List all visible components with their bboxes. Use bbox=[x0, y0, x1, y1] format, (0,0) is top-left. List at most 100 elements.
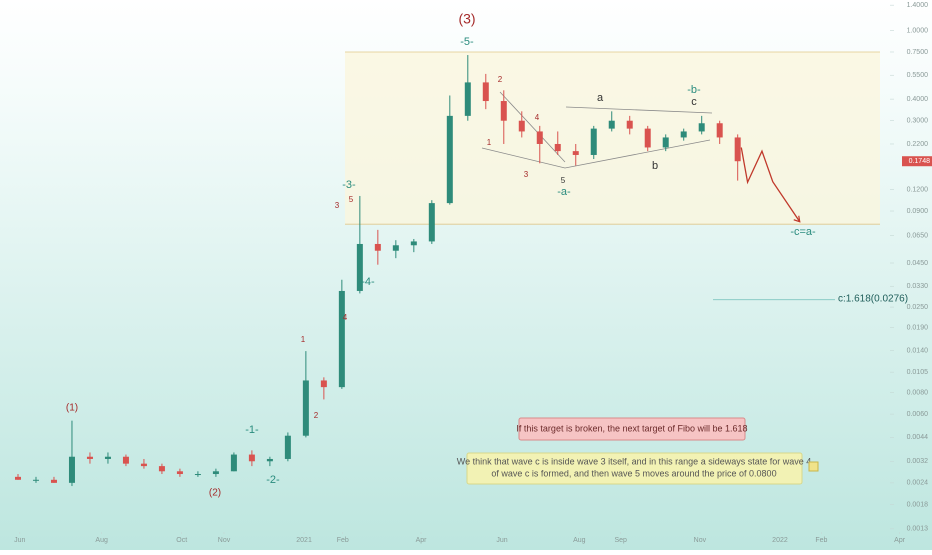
wave-label: 3 bbox=[524, 170, 529, 179]
price-label: 0.1748 bbox=[909, 158, 931, 165]
y-tick-label: 0.0024 bbox=[907, 480, 929, 487]
wave-label: 4 bbox=[343, 313, 348, 322]
note-box bbox=[466, 452, 803, 485]
note-box bbox=[518, 417, 746, 441]
trend-line bbox=[499, 91, 566, 163]
y-tick-label: 0.0900 bbox=[907, 208, 929, 215]
candle-body bbox=[356, 243, 363, 291]
y-tick-label: 0.7500 bbox=[907, 49, 929, 56]
projection-line bbox=[740, 147, 801, 223]
y-tick-label: 0.0080 bbox=[907, 389, 929, 396]
y-tick-label: 0.5500 bbox=[907, 72, 929, 79]
x-tick-label: 2021 bbox=[296, 537, 312, 544]
wave-label: 1 bbox=[301, 335, 306, 344]
x-tick-label: Sep bbox=[614, 537, 627, 544]
candle-body bbox=[698, 123, 705, 132]
y-tick-label: 0.0032 bbox=[907, 458, 929, 465]
y-tick-label: 0.0018 bbox=[907, 501, 929, 508]
candle-body bbox=[608, 120, 615, 129]
y-tick-label: 0.0650 bbox=[907, 232, 929, 239]
y-tick-label: 0.1200 bbox=[907, 186, 929, 193]
wave-label: b bbox=[652, 160, 658, 172]
candle-body bbox=[626, 120, 633, 129]
y-tick-label: 1.0000 bbox=[907, 27, 929, 34]
candle-body bbox=[320, 380, 327, 388]
candle-body bbox=[176, 471, 183, 475]
candle-body bbox=[338, 290, 345, 388]
candle-body bbox=[716, 123, 723, 138]
candle-body bbox=[500, 101, 507, 121]
x-tick-label: Aug bbox=[95, 537, 108, 544]
y-tick-label: 0.2200 bbox=[907, 141, 929, 148]
wave-label: -2- bbox=[266, 474, 280, 486]
candle-body bbox=[536, 131, 543, 144]
x-tick-label: Nov bbox=[694, 537, 707, 544]
projection-arrow bbox=[793, 215, 801, 223]
candle-body bbox=[590, 128, 597, 155]
wave-label: 3 bbox=[335, 201, 340, 210]
y-tick-label: 0.4000 bbox=[907, 96, 929, 103]
candle-body bbox=[122, 456, 129, 464]
candle-body bbox=[374, 243, 381, 251]
y-tick-label: 0.0140 bbox=[907, 347, 929, 354]
x-tick-label: 2022 bbox=[772, 537, 788, 544]
y-tick-label: 1.4000 bbox=[907, 2, 929, 9]
candle-body bbox=[194, 474, 201, 476]
x-tick-label: Oct bbox=[176, 537, 187, 544]
candle-body bbox=[158, 466, 165, 472]
x-tick-label: Feb bbox=[815, 537, 827, 544]
candle-body bbox=[248, 454, 255, 462]
fib-label: c:1.618(0.0276) bbox=[838, 294, 908, 305]
x-tick-label: Apr bbox=[416, 537, 428, 544]
wave-label: 4 bbox=[535, 113, 540, 122]
candle-body bbox=[266, 458, 273, 462]
candle-body bbox=[86, 456, 93, 459]
price-label-box bbox=[902, 156, 932, 167]
candle-body bbox=[230, 454, 237, 472]
note-text: of wave c is formed, and then wave 5 mov… bbox=[491, 468, 776, 478]
wave-label: -1- bbox=[245, 424, 259, 436]
candle-body bbox=[572, 151, 579, 155]
note-icon bbox=[808, 461, 819, 472]
x-tick-label: Apr bbox=[894, 537, 906, 544]
range-box bbox=[345, 51, 880, 225]
wave-label: -a- bbox=[557, 186, 571, 198]
candle-body bbox=[32, 479, 39, 481]
y-tick-label: 0.0250 bbox=[907, 304, 929, 311]
candle-body bbox=[392, 245, 399, 251]
wave-label: 5 bbox=[561, 176, 566, 185]
y-tick-label: 0.3000 bbox=[907, 118, 929, 125]
candle-body bbox=[662, 137, 669, 148]
candle-body bbox=[446, 115, 453, 204]
x-tick-label: Aug bbox=[573, 537, 586, 544]
candle-body bbox=[104, 456, 111, 459]
candle-body bbox=[428, 203, 435, 242]
candle-body bbox=[482, 82, 489, 102]
wave-label: a bbox=[597, 92, 604, 104]
wave-label: 5 bbox=[349, 195, 354, 204]
candle-body bbox=[644, 128, 651, 148]
wave-label: (3) bbox=[458, 11, 475, 27]
candle-body bbox=[68, 456, 75, 483]
y-tick-label: 0.0450 bbox=[907, 260, 929, 267]
wave-label: 1 bbox=[487, 138, 492, 147]
y-tick-label: 0.0105 bbox=[907, 369, 929, 376]
note-text: We think that wave c is inside wave 3 it… bbox=[457, 456, 812, 466]
candle-body bbox=[734, 137, 741, 162]
note-text: If this target is broken, the next targe… bbox=[516, 423, 747, 433]
y-tick-label: 0.0044 bbox=[907, 434, 929, 441]
candle-body bbox=[14, 476, 21, 480]
wave-label: 2 bbox=[314, 411, 319, 420]
wave-label: -3- bbox=[342, 179, 356, 191]
wave-label: 2 bbox=[498, 75, 503, 84]
x-tick-label: Feb bbox=[337, 537, 349, 544]
candle-body bbox=[518, 120, 525, 132]
candle-body bbox=[302, 380, 309, 436]
trend-line bbox=[565, 106, 713, 114]
y-tick-label: 0.0013 bbox=[907, 526, 929, 533]
wave-label: -b- bbox=[687, 84, 701, 96]
candle-body bbox=[410, 241, 417, 246]
x-tick-label: Jun bbox=[14, 537, 25, 544]
